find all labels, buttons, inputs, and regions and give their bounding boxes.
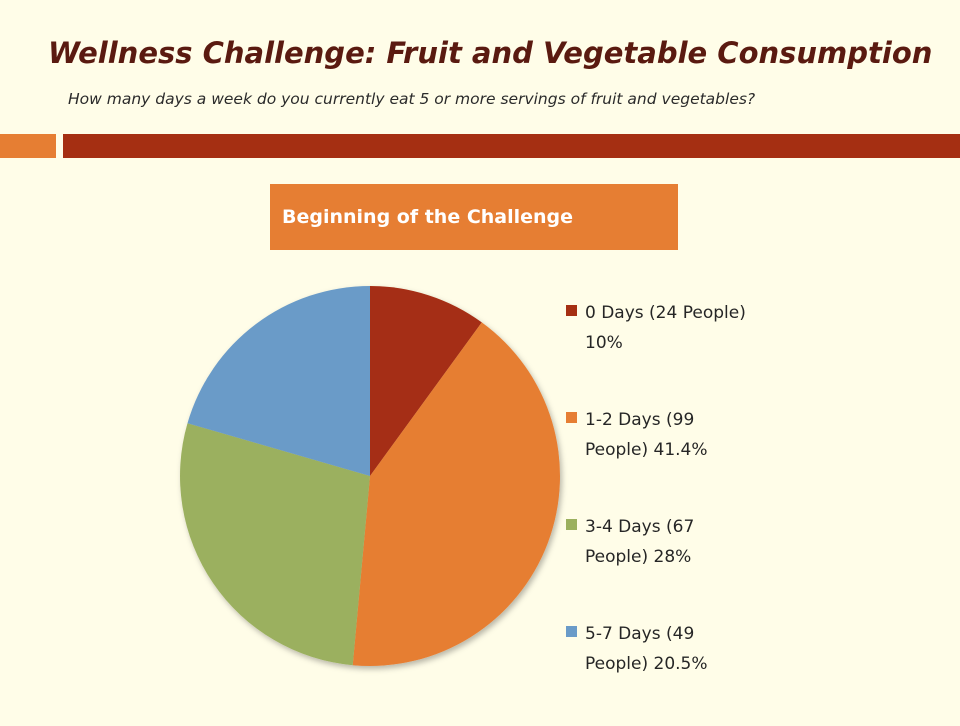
chart-legend: 0 Days (24 People) 10% 1-2 Days (99 Peop… bbox=[566, 298, 766, 726]
legend-item-1-2-days: 1-2 Days (99 People) 41.4% bbox=[566, 405, 766, 512]
legend-label-5-7-days: 5-7 Days (49 People) 20.5% bbox=[585, 624, 708, 674]
legend-item-5-7-days: 5-7 Days (49 People) 20.5% bbox=[566, 619, 766, 726]
legend-label-1-2-days: 1-2 Days (99 People) 41.4% bbox=[585, 410, 708, 460]
slide-subtitle: How many days a week do you currently ea… bbox=[68, 90, 756, 108]
legend-item-0-days: 0 Days (24 People) 10% bbox=[566, 298, 766, 405]
accent-bar-right bbox=[63, 134, 960, 158]
legend-item-3-4-days: 3-4 Days (67 People) 28% bbox=[566, 512, 766, 619]
pie-slice-0-days bbox=[370, 286, 482, 476]
accent-bar-left bbox=[0, 134, 56, 158]
pie-slice-5-7-days bbox=[187, 286, 370, 476]
legend-swatch-1-2-days bbox=[566, 412, 577, 423]
pie-slice-1-2-days bbox=[352, 322, 560, 666]
legend-swatch-3-4-days bbox=[566, 519, 577, 530]
chart-title-box: Beginning of the Challenge bbox=[270, 184, 678, 250]
chart-title: Beginning of the Challenge bbox=[282, 206, 574, 228]
pie-slice-3-4-days bbox=[180, 423, 370, 666]
pie-chart bbox=[180, 286, 560, 666]
slide-title: Wellness Challenge: Fruit and Vegetable … bbox=[48, 36, 933, 70]
legend-swatch-5-7-days bbox=[566, 626, 577, 637]
legend-label-0-days: 0 Days (24 People) 10% bbox=[585, 303, 746, 353]
legend-label-3-4-days: 3-4 Days (67 People) 28% bbox=[585, 517, 695, 567]
legend-swatch-0-days bbox=[566, 305, 577, 316]
